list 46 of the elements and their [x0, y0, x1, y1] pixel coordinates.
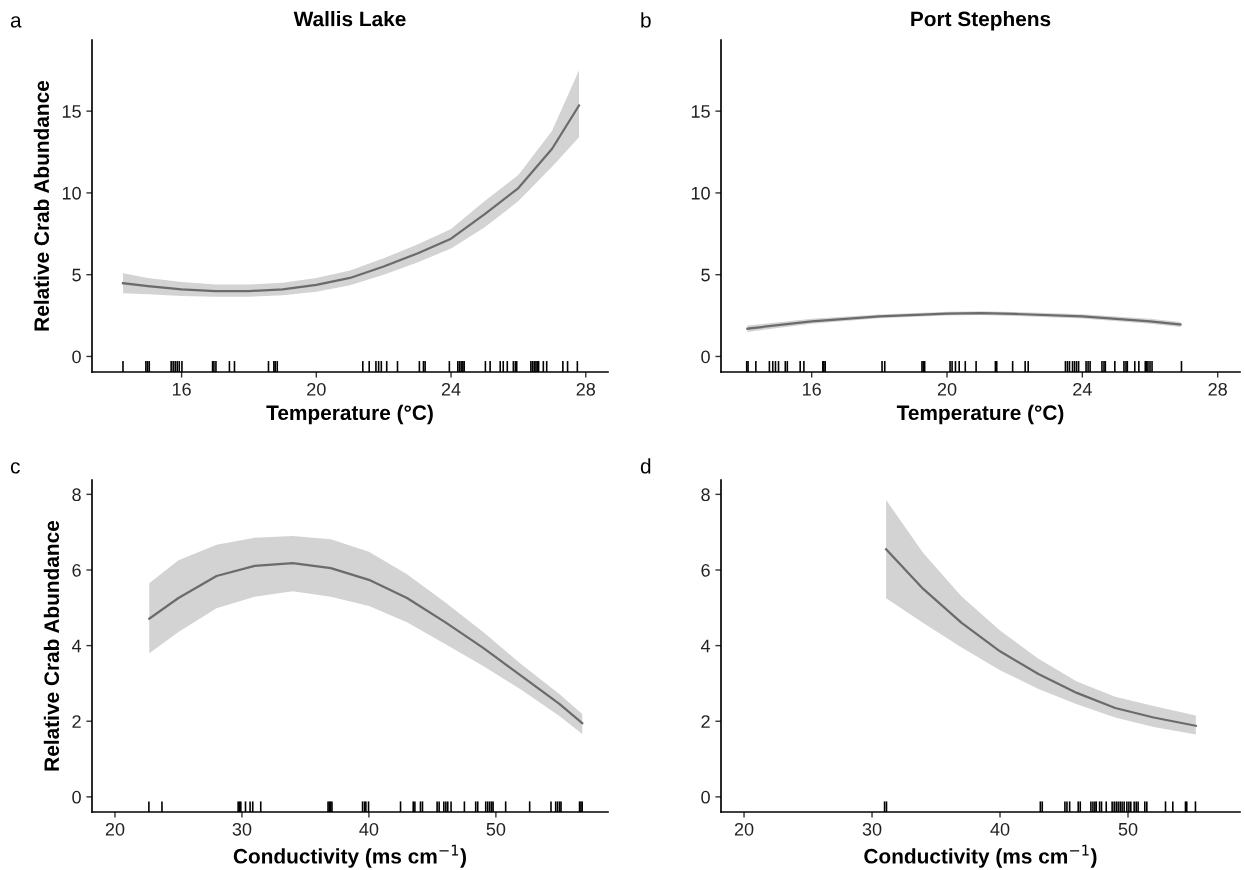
y-tick-label: 6: [701, 563, 710, 577]
y-tick-label: 0: [701, 790, 710, 804]
y-tick-label: 15: [691, 105, 710, 118]
y-tick-label: 0: [72, 350, 81, 364]
y-tick-label: 4: [71, 639, 82, 653]
x-axis-title: Conductivity (ms cm$^{−1}$): [864, 844, 1097, 868]
y-tick-label: 5: [701, 268, 710, 282]
y-tick-label: 5: [72, 268, 81, 282]
y-axis-title: Relative Crab Abundance: [43, 520, 60, 771]
x-axis-title: Temperature (°C): [896, 404, 1064, 425]
x-axis-title: Conductivity (ms cm$^{−1}$): [233, 844, 466, 868]
x-tick-label: 28: [1208, 382, 1227, 396]
x-tick-label: 20: [105, 822, 125, 836]
x-tick-label: 40: [359, 822, 379, 836]
text: c: [10, 462, 20, 474]
chart-title: Wallis Lake: [293, 11, 406, 27]
x-tick-label: 20: [937, 382, 957, 396]
y-tick-label: 0: [72, 790, 81, 804]
y-tick-label: 4: [700, 639, 711, 653]
y-tick-label: 8: [72, 488, 81, 502]
x-tick-label: 24: [441, 382, 461, 396]
chart-title: Port Stephens: [911, 11, 1051, 31]
y-tick-label: 10: [62, 186, 81, 200]
x-tick-label: 40: [990, 822, 1010, 836]
y-tick-label: 8: [701, 488, 710, 502]
y-tick-label: 0: [701, 350, 710, 364]
y-tick-label: 2: [701, 715, 710, 728]
x-tick-label: 16: [172, 382, 191, 396]
y-tick-label: 15: [62, 105, 81, 118]
x-tick-label: 20: [307, 382, 326, 396]
x-tick-label: 20: [734, 822, 754, 836]
x-tick-label: 50: [1118, 822, 1138, 836]
x-tick-label: 28: [576, 382, 596, 396]
x-tick-label: 30: [862, 822, 882, 836]
x-axis-title: Temperature (°C): [266, 404, 433, 425]
text: b: [641, 12, 651, 28]
text: d: [640, 458, 651, 474]
x-tick-label: 30: [232, 822, 252, 836]
x-tick-label: 50: [486, 822, 506, 836]
text: a: [10, 16, 22, 28]
x-tick-label: 24: [1073, 382, 1092, 396]
y-tick-label: 6: [72, 563, 81, 577]
y-tick-label: 10: [691, 186, 710, 200]
y-tick-label: 2: [72, 715, 81, 728]
y-axis-title: Relative Crab Abundance: [33, 80, 50, 331]
x-tick-label: 16: [803, 382, 821, 396]
